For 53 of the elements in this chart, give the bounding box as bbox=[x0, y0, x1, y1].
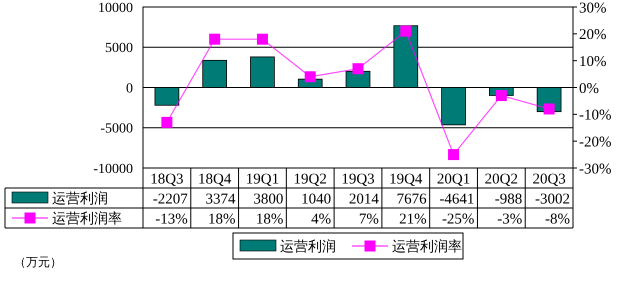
y2-tick-label: -30% bbox=[579, 161, 612, 178]
data-label: -25% bbox=[442, 211, 474, 228]
x-tick-label: 19Q2 bbox=[294, 171, 327, 188]
y2-tick-label: 0% bbox=[579, 80, 599, 97]
data-label: -988 bbox=[494, 191, 522, 208]
y-tick-label: -10000 bbox=[93, 162, 133, 177]
x-tick-label: 20Q3 bbox=[532, 171, 566, 188]
y2-tick-label: -10% bbox=[579, 108, 612, 124]
y2-tick-label: 30% bbox=[579, 0, 606, 16]
data-label: 3374 bbox=[206, 191, 236, 208]
data-label: 21% bbox=[399, 211, 427, 228]
text: 运营利润 bbox=[280, 240, 336, 255]
x-tick-label: 20Q1 bbox=[436, 171, 470, 188]
data-label: -3002 bbox=[535, 191, 570, 208]
y2-tick-label: 10% bbox=[579, 54, 606, 70]
point bbox=[352, 63, 364, 74]
y-tick-label: -5000 bbox=[100, 122, 133, 137]
data-label: 2014 bbox=[348, 191, 380, 208]
data-label: 4% bbox=[311, 211, 332, 228]
y2-tick-label: -20% bbox=[579, 134, 612, 150]
data-label: -8% bbox=[545, 211, 570, 228]
x-tick-label: 20Q2 bbox=[484, 171, 518, 188]
legend-label: 运营利润率 bbox=[52, 210, 122, 227]
x-tick-label: 18Q4 bbox=[198, 171, 232, 188]
point bbox=[304, 71, 316, 82]
point bbox=[496, 90, 507, 102]
legend-label: 运营利润 bbox=[52, 190, 108, 207]
point bbox=[256, 34, 268, 45]
point bbox=[544, 103, 555, 114]
y-tick-label: 10000 bbox=[98, 0, 133, 16]
y-tick-label: 0 bbox=[126, 81, 133, 96]
data-label: 7% bbox=[358, 211, 379, 228]
data-label: -13% bbox=[155, 211, 188, 228]
y-tick-label: 5000 bbox=[105, 41, 133, 56]
y2-tick-label: 20% bbox=[579, 27, 606, 44]
x-tick-label: 19Q3 bbox=[341, 171, 375, 188]
text: 运营利润率 bbox=[392, 240, 462, 255]
text: （万元） bbox=[14, 255, 62, 269]
data-label: 1040 bbox=[301, 191, 332, 208]
point bbox=[209, 34, 220, 45]
point bbox=[161, 116, 172, 128]
data-label: -2207 bbox=[152, 191, 188, 208]
x-tick-label: 18Q3 bbox=[150, 171, 184, 188]
data-label: 3800 bbox=[253, 191, 284, 208]
data-label: 18% bbox=[208, 211, 236, 228]
x-tick-label: 19Q1 bbox=[246, 171, 280, 188]
point bbox=[448, 149, 460, 160]
x-tick-label: 19Q4 bbox=[389, 171, 423, 188]
point bbox=[400, 26, 412, 37]
data-label: -4641 bbox=[439, 191, 474, 208]
data-label: 7676 bbox=[396, 191, 428, 208]
data-label: -3% bbox=[497, 211, 522, 228]
data-label: 18% bbox=[256, 211, 284, 228]
